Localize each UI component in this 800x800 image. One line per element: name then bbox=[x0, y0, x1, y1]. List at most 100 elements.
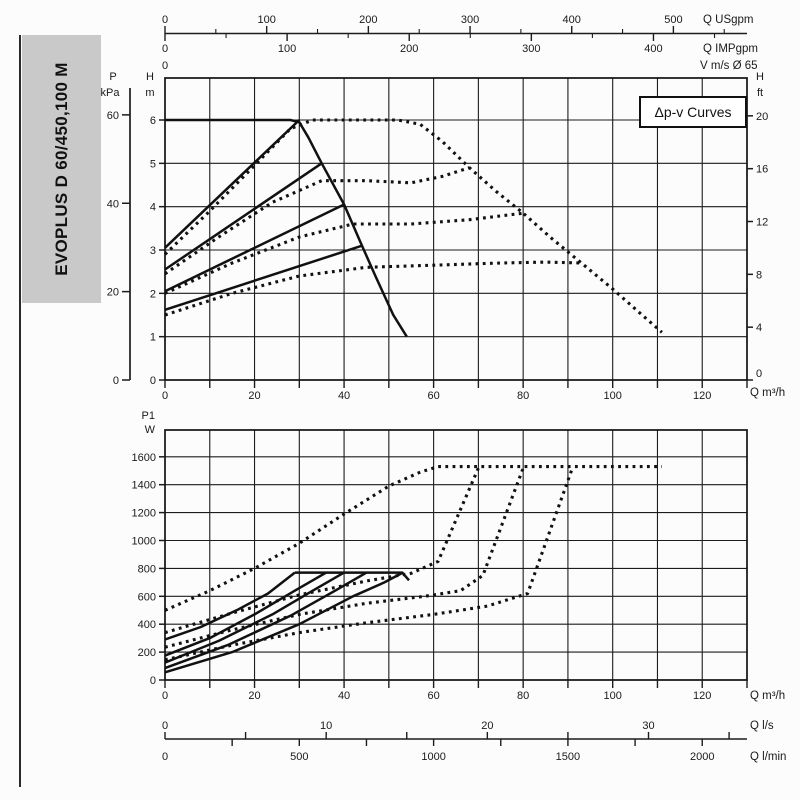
head-ft-tick-label: 4 bbox=[756, 322, 762, 334]
flow-tick-label: 0 bbox=[162, 690, 168, 702]
usgpm-axis-label: Q USgpm bbox=[703, 14, 754, 26]
flow-tick-label: 60 bbox=[427, 390, 439, 402]
usgpm-tick-label: 100 bbox=[258, 14, 276, 26]
lmin-tick-label: 0 bbox=[162, 751, 168, 763]
head-ft-tick-label: 12 bbox=[756, 217, 768, 229]
power-tick-label: 800 bbox=[138, 563, 156, 575]
head-tick-label: 2 bbox=[150, 288, 156, 300]
curve-power-solid-1 bbox=[164, 571, 296, 641]
power-unit-title: W bbox=[145, 424, 156, 436]
velocity-axis-label: V m/s Ø 65 bbox=[700, 60, 758, 72]
power-tick-label: 200 bbox=[138, 647, 156, 659]
power-tick-label: 600 bbox=[138, 591, 156, 603]
head-ft-unit-title: ft bbox=[757, 87, 763, 99]
head-ft-tick-label: 20 bbox=[756, 111, 768, 123]
dpv-curves-label: Δp-v Curves bbox=[654, 104, 732, 120]
power-tick-label: 1000 bbox=[132, 536, 156, 548]
curve-dpv-setline-4 bbox=[164, 244, 363, 311]
curve-dpv-curve-2 bbox=[164, 166, 470, 276]
flow-tick-label: 120 bbox=[693, 390, 711, 402]
usgpm-tick-label: 500 bbox=[664, 14, 682, 26]
curve-dpv-curve-1 bbox=[163, 118, 663, 334]
curve-power-dotted-3 bbox=[164, 467, 525, 649]
ls-tick-label: 30 bbox=[642, 720, 654, 732]
lmin-tick-label: 2000 bbox=[690, 751, 714, 763]
flow-tick-label: 20 bbox=[248, 390, 260, 402]
curve-power-dotted-2 bbox=[164, 467, 480, 635]
head-ft-tick-label: 16 bbox=[756, 164, 768, 176]
head-tick-label: 3 bbox=[150, 245, 156, 257]
lmin-tick-label: 1500 bbox=[556, 751, 580, 763]
usgpm-tick-label: 400 bbox=[563, 14, 581, 26]
curve-power-limit-plateau bbox=[294, 571, 410, 582]
impgpm-tick-label: 200 bbox=[400, 43, 418, 55]
ls-tick-label: 20 bbox=[481, 720, 493, 732]
curve-power-solid-3 bbox=[164, 571, 345, 664]
impgpm-tick-label: 300 bbox=[522, 43, 540, 55]
head-axis-title: H bbox=[146, 71, 154, 83]
flow-axis-label: Q m³/h bbox=[750, 690, 785, 702]
power-axis-title: P1 bbox=[142, 410, 155, 422]
power-tick-label: 1200 bbox=[132, 508, 156, 520]
head-tick-label: 0 bbox=[150, 375, 156, 387]
model-name-bar: EVOPLUS D 60/450,100 M bbox=[22, 35, 101, 303]
usgpm-tick-label: 300 bbox=[461, 14, 479, 26]
top-chart-border bbox=[164, 77, 748, 381]
velocity-zero-label: 0 bbox=[162, 60, 168, 72]
impgpm-tick-label: 100 bbox=[278, 43, 296, 55]
usgpm-tick-label: 200 bbox=[359, 14, 377, 26]
curve-power-solid-4 bbox=[164, 571, 368, 670]
flow-tick-label: 120 bbox=[693, 690, 711, 702]
curve-power-dotted-1 bbox=[164, 465, 662, 612]
kpa-tick-label: 0 bbox=[113, 375, 119, 387]
dpv-curves-box: Δp-v Curves bbox=[639, 96, 747, 128]
left-rule-line bbox=[19, 35, 21, 787]
flow-tick-label: 100 bbox=[604, 690, 622, 702]
pressure-axis-title: P bbox=[109, 71, 116, 83]
impgpm-tick-label: 400 bbox=[644, 43, 662, 55]
flow-tick-label: 40 bbox=[338, 690, 350, 702]
ls-axis-label: Q l/s bbox=[750, 720, 774, 732]
power-tick-label: 0 bbox=[150, 675, 156, 687]
kpa-tick-label: 20 bbox=[107, 287, 119, 299]
curve-power-solid-2 bbox=[164, 571, 327, 657]
head-unit-title: m bbox=[145, 87, 154, 99]
head-tick-label: 5 bbox=[150, 158, 156, 170]
power-tick-label: 400 bbox=[138, 619, 156, 631]
ls-tick-label: 0 bbox=[162, 720, 168, 732]
impgpm-tick-label: 0 bbox=[162, 43, 168, 55]
curve-dpv-setline-2 bbox=[164, 162, 323, 271]
power-tick-label: 1600 bbox=[132, 452, 156, 464]
ls-tick-label: 10 bbox=[320, 720, 332, 732]
head-ft-tick-label: 0 bbox=[756, 368, 762, 380]
impgpm-axis-label: Q IMPgpm bbox=[703, 43, 758, 55]
curve-max-speed-curve bbox=[165, 118, 408, 338]
pressure-unit-title: kPa bbox=[101, 87, 121, 99]
flow-tick-label: 100 bbox=[604, 390, 622, 402]
kpa-tick-label: 40 bbox=[107, 198, 119, 210]
head-tick-label: 1 bbox=[150, 332, 156, 344]
head-ft-axis-title: H bbox=[756, 71, 764, 83]
flow-tick-label: 0 bbox=[162, 390, 168, 402]
lmin-axis-label: Q l/min bbox=[750, 751, 786, 763]
curve-dpv-curve-3 bbox=[164, 211, 524, 295]
flow-tick-label: 40 bbox=[338, 390, 350, 402]
curve-power-solid-5 bbox=[164, 571, 403, 674]
curve-power-dotted-4 bbox=[164, 467, 574, 662]
flow-tick-label: 60 bbox=[427, 690, 439, 702]
curve-dpv-setline-3 bbox=[164, 203, 345, 293]
flow-tick-label: 80 bbox=[517, 690, 529, 702]
power-tick-label: 1400 bbox=[132, 480, 156, 492]
head-tick-label: 6 bbox=[150, 115, 156, 127]
bottom-chart-border bbox=[164, 429, 748, 681]
flow-tick-label: 80 bbox=[517, 390, 529, 402]
flow-axis-label: Q m³/h bbox=[750, 387, 785, 399]
usgpm-tick-label: 0 bbox=[162, 14, 168, 26]
lmin-tick-label: 1000 bbox=[421, 751, 445, 763]
lmin-tick-label: 500 bbox=[290, 751, 308, 763]
flow-tick-label: 20 bbox=[248, 690, 260, 702]
head-ft-tick-label: 8 bbox=[756, 269, 762, 281]
kpa-tick-label: 60 bbox=[107, 110, 119, 122]
